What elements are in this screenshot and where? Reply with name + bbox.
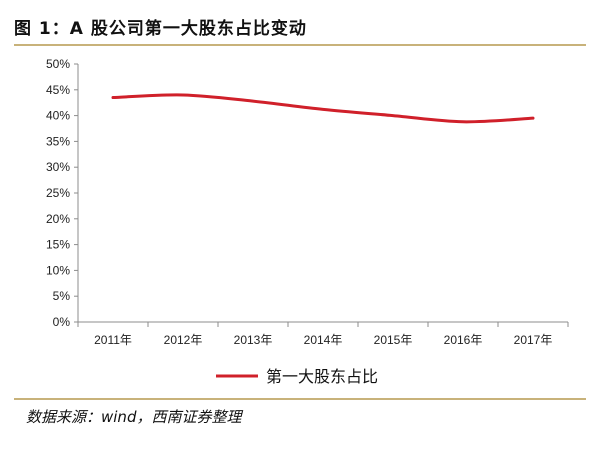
- y-tick-label: 25%: [46, 186, 70, 200]
- series-layer: [111, 93, 535, 124]
- data-point: [532, 117, 535, 120]
- data-point: [182, 93, 185, 96]
- y-tick-label: 10%: [46, 263, 70, 277]
- data-point: [392, 114, 395, 117]
- figure-title: 图 1：A 股公司第一大股东占比变动: [14, 19, 307, 39]
- legend: 第一大股东占比: [216, 367, 378, 386]
- y-tick-label: 35%: [46, 134, 70, 148]
- x-tick-label: 2014年: [304, 333, 343, 347]
- source-note: 数据来源：wind，西南证券整理: [26, 408, 242, 426]
- y-tick-label: 45%: [46, 83, 70, 97]
- x-tick-label: 2015年: [374, 333, 413, 347]
- y-axis: 0% 5% 10% 15% 20% 25% 30% 35% 40% 45% 50%: [46, 57, 79, 329]
- source-divider: [14, 398, 586, 400]
- x-tick-label: 2012年: [164, 333, 203, 347]
- y-tick-label: 50%: [46, 57, 70, 71]
- data-point: [462, 120, 465, 123]
- data-point: [322, 108, 325, 111]
- x-tick-label: 2013年: [234, 333, 273, 347]
- y-tick-label: 30%: [46, 160, 70, 174]
- y-tick-label: 15%: [46, 238, 70, 252]
- title-divider: [14, 44, 586, 46]
- legend-label: 第一大股东占比: [266, 367, 378, 386]
- data-point: [112, 96, 115, 99]
- y-tick-label: 0%: [53, 315, 71, 329]
- data-point: [252, 100, 255, 103]
- y-tick-label: 40%: [46, 109, 70, 123]
- series-line: [111, 93, 535, 124]
- x-axis: 2011年 2012年 2013年 2014年 2015年 2016年 2017年: [77, 321, 569, 347]
- y-tick-label: 5%: [53, 289, 71, 303]
- y-tick-label: 20%: [46, 212, 70, 226]
- x-tick-label: 2011年: [94, 333, 132, 347]
- x-tick-label: 2017年: [514, 333, 553, 347]
- x-tick-label: 2016年: [444, 333, 483, 347]
